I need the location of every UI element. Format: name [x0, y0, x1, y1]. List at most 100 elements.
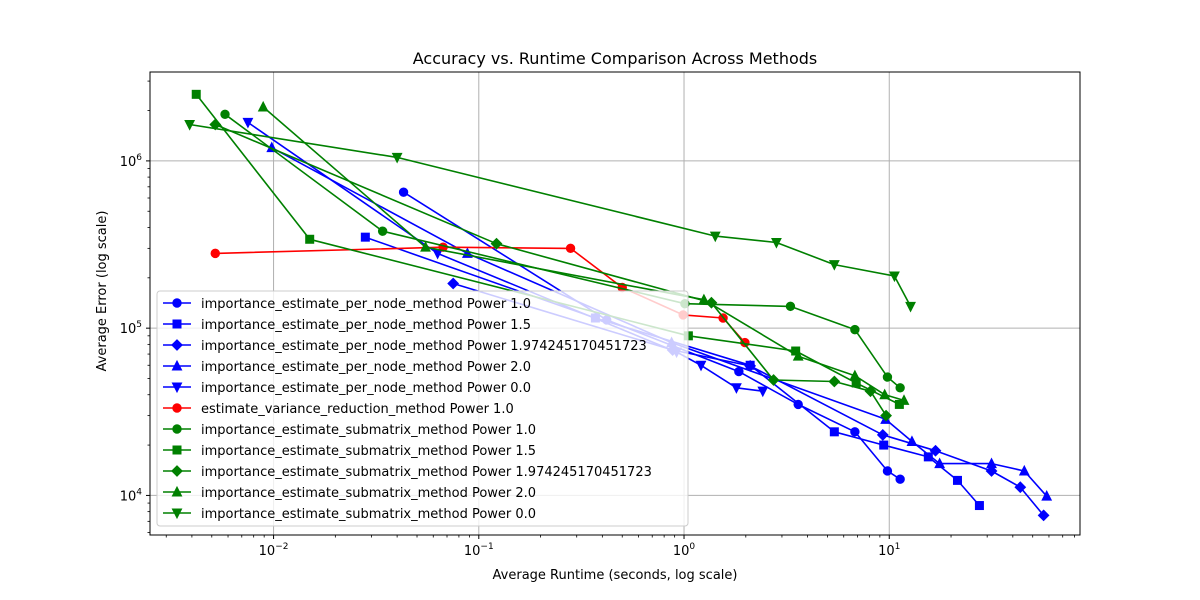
data-point — [184, 120, 196, 131]
data-point — [934, 457, 946, 469]
legend-marker — [172, 445, 182, 455]
data-point — [929, 444, 942, 457]
data-point — [895, 474, 905, 484]
legend-item: importance_estimate_submatrix_method Pow… — [163, 465, 652, 480]
data-point — [360, 232, 370, 242]
legend-item: importance_estimate_submatrix_method Pow… — [163, 507, 536, 522]
data-point — [210, 248, 220, 259]
legend-item: importance_estimate_per_node_method Powe… — [163, 381, 531, 396]
data-point — [850, 427, 860, 437]
legend-item: estimate_variance_reduction_method Power… — [163, 402, 514, 417]
data-point — [889, 271, 900, 283]
x-tick-label: 101 — [878, 542, 900, 559]
y-tick-label: 106 — [120, 153, 143, 170]
data-point — [447, 277, 460, 290]
data-point — [565, 243, 576, 254]
data-point — [864, 385, 877, 398]
series-11 — [184, 120, 916, 313]
legend-marker — [172, 319, 182, 329]
legend: importance_estimate_per_node_method Powe… — [156, 290, 689, 527]
data-point — [730, 383, 742, 394]
axis-ticks: 10−2 10−1 100 101 104 105 106 — [120, 80, 1075, 559]
series-line — [195, 93, 900, 406]
legend-label: importance_estimate_per_node_method Powe… — [201, 297, 531, 312]
data-point — [191, 89, 201, 99]
data-point — [242, 117, 254, 129]
data-point — [490, 237, 503, 250]
data-point — [1037, 509, 1050, 522]
y-tick-label: 104 — [120, 487, 143, 504]
data-point — [952, 475, 962, 485]
data-point — [257, 100, 269, 112]
legend-label: importance_estimate_per_node_method Powe… — [201, 339, 647, 354]
data-point — [882, 466, 893, 476]
data-point — [305, 234, 315, 244]
data-point — [1018, 464, 1030, 476]
legend-label: importance_estimate_per_node_method Powe… — [201, 381, 531, 396]
data-point — [420, 241, 431, 252]
legend-marker — [171, 485, 183, 497]
legend-label: importance_estimate_per_node_method Powe… — [201, 318, 531, 333]
data-point — [895, 383, 905, 393]
data-point — [792, 350, 804, 361]
data-point — [906, 435, 918, 447]
y-tick-label: 105 — [120, 320, 142, 337]
data-point — [377, 226, 388, 236]
legend-item: importance_estimate_per_node_method Powe… — [163, 318, 531, 333]
x-tick-label: 100 — [673, 542, 696, 559]
legend-marker — [172, 298, 182, 308]
data-point — [876, 429, 889, 441]
x-axis-label: Average Runtime (seconds, log scale) — [493, 568, 738, 583]
plot-area-frame — [149, 71, 1081, 536]
legend-label: estimate_variance_reduction_method Power… — [201, 402, 514, 417]
legend-item: importance_estimate_submatrix_method Pow… — [163, 423, 536, 438]
data-point — [709, 231, 721, 243]
data-point — [209, 118, 222, 131]
data-point — [880, 409, 892, 422]
data-point — [905, 301, 916, 313]
chart-title: Accuracy vs. Runtime Comparison Across M… — [413, 49, 817, 68]
data-point — [849, 369, 861, 381]
legend-label: importance_estimate_per_node_method Powe… — [201, 360, 531, 375]
data-point — [879, 440, 889, 450]
legend-label: importance_estimate_submatrix_method Pow… — [201, 507, 536, 522]
legend-label: importance_estimate_submatrix_method Pow… — [201, 444, 536, 459]
data-point — [829, 427, 839, 437]
legend-box — [156, 290, 689, 527]
series-7 — [220, 109, 905, 393]
data-point — [898, 394, 910, 405]
data-point — [1014, 481, 1027, 494]
legend-item: importance_estimate_per_node_method Powe… — [163, 359, 531, 375]
data-point — [986, 457, 997, 469]
data-point — [850, 324, 860, 335]
data-point — [757, 386, 769, 398]
data-point — [220, 109, 230, 119]
legend-label: importance_estimate_submatrix_method Pow… — [201, 465, 652, 480]
series-9 — [209, 118, 892, 422]
series-5 — [242, 117, 769, 398]
legend-label: importance_estimate_submatrix_method Pow… — [201, 486, 536, 501]
data-point — [398, 187, 409, 197]
legend-marker — [172, 424, 182, 434]
data-point — [771, 238, 782, 249]
legend-marker — [171, 339, 183, 351]
legend-marker — [171, 465, 183, 477]
legend-item: importance_estimate_submatrix_method Pow… — [163, 485, 536, 501]
data-point — [974, 501, 984, 511]
data-point — [734, 366, 744, 377]
legend-label: importance_estimate_submatrix_method Pow… — [201, 423, 536, 438]
legend-item: importance_estimate_submatrix_method Pow… — [163, 444, 536, 459]
x-tick-label: 10−2 — [259, 542, 289, 559]
y-axis-label: Average Error (log scale) — [95, 211, 110, 372]
data-point — [985, 465, 998, 477]
data-point — [828, 260, 840, 271]
legend-item: importance_estimate_per_node_method Powe… — [163, 297, 531, 312]
data-point — [785, 301, 796, 312]
legend-marker — [171, 359, 183, 371]
series-line — [247, 121, 763, 392]
data-point — [695, 360, 707, 372]
data-point — [828, 375, 841, 388]
legend-marker — [171, 382, 183, 394]
